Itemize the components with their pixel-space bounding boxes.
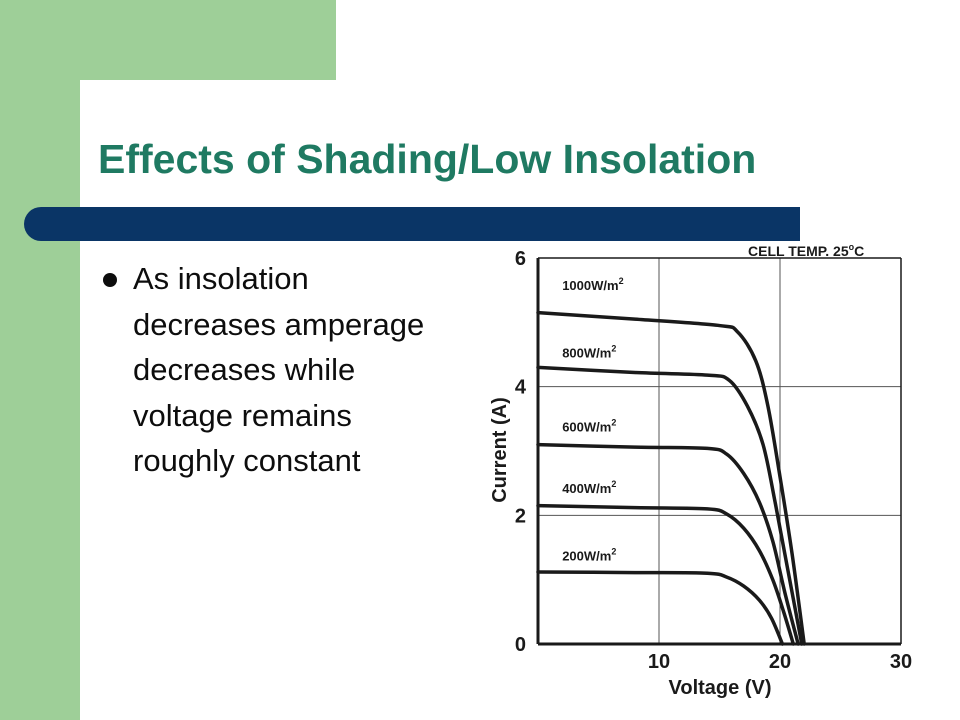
- green-side-band: [0, 0, 80, 720]
- iv-curve-chart: 10 20 30 0 2 4 6 1000W/m2 800W/m2 600W/m2 400W/m2…: [489, 242, 912, 699]
- curve-4: [536, 503, 796, 646]
- curve-1: [536, 310, 806, 646]
- curve-label-2: 800W/m2: [562, 344, 616, 361]
- curve-label-4: 400W/m2: [562, 479, 616, 496]
- curve-3: [536, 442, 800, 646]
- x-tick-label-10: 10: [648, 651, 670, 673]
- green-top-band: [0, 0, 336, 80]
- curve-5: [536, 570, 785, 646]
- curve-labels: 1000W/m2 800W/m2 600W/m2 400W/m2 200W/m2: [562, 276, 623, 563]
- y-axis-label: Current (A): [489, 397, 511, 503]
- cell-temp-text: CELL TEMP. 25: [748, 243, 849, 259]
- slide-title: Effects of Shading/Low Insolation: [98, 136, 757, 182]
- cell-temp-annotation: CELL TEMP. 25oC: [748, 242, 864, 259]
- y-tick-label-2: 2: [515, 505, 526, 527]
- title-divider-bar: [24, 207, 800, 241]
- y-tick-label-6: 6: [515, 248, 526, 270]
- curve-label-3: 600W/m2: [562, 418, 616, 435]
- cell-temp-degree: o: [849, 242, 855, 252]
- tick-labels: 10 20 30 0 2 4 6: [515, 248, 912, 673]
- curve-2: [536, 365, 804, 646]
- axes: [536, 257, 902, 646]
- curve-group: [536, 310, 806, 646]
- bullet-dot-icon: [103, 273, 117, 287]
- bullet-text: As insolation decreases amperage decreas…: [133, 261, 425, 478]
- curve-label-5: 200W/m2: [562, 546, 616, 563]
- y-tick-label-0: 0: [515, 634, 526, 656]
- x-tick-label-20: 20: [769, 651, 791, 673]
- curve-label-1: 1000W/m2: [562, 276, 623, 293]
- y-tick-label-4: 4: [515, 377, 527, 399]
- x-tick-label-30: 30: [890, 651, 912, 673]
- x-axis-label: Voltage (V): [669, 677, 772, 699]
- cell-temp-unit: C: [854, 243, 864, 259]
